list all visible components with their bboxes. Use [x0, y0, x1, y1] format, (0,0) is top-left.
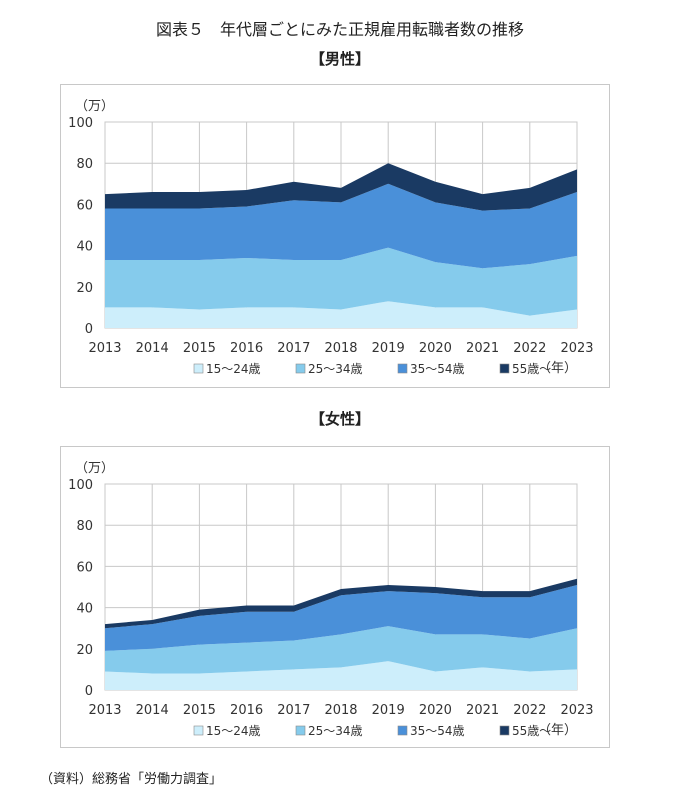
x-tick-label: 2015 [183, 703, 216, 718]
y-tick-label: 20 [76, 281, 93, 296]
y-tick-label: 40 [76, 240, 93, 255]
y-tick-label: 40 [76, 602, 93, 617]
y-tick-label: 100 [68, 116, 93, 131]
x-tick-label: 2016 [230, 703, 263, 718]
legend-swatch [397, 725, 408, 736]
legend-swatch [193, 363, 204, 374]
legend-swatch [193, 725, 204, 736]
x-tick-label: 2013 [88, 341, 121, 356]
chart-frame-male: 0 20 40 60 80 100 （万） 2013 2014 2015 2016 2017 2018 2… [60, 84, 610, 388]
legend-label: 15～24歳 [206, 362, 261, 376]
legend-swatch [295, 725, 306, 736]
x-tick-label: 2022 [513, 703, 546, 718]
legend-label: 25～34歳 [308, 362, 363, 376]
x-unit-label: （年） [538, 723, 577, 738]
x-tick-label: 2017 [277, 703, 310, 718]
legend-label: 35～54歳 [410, 724, 465, 738]
x-tick-label: 2019 [372, 703, 405, 718]
area-chart-male: 0 20 40 60 80 100 （万） 2013 2014 2015 2016 2017 2018 2… [68, 99, 593, 376]
area-series-55+ [105, 163, 577, 211]
x-tick-label: 2021 [466, 703, 499, 718]
y-tick-label: 80 [76, 519, 93, 534]
x-tick-label: 2018 [324, 341, 357, 356]
source-note: （資料）総務省「労働力調査」 [40, 772, 223, 787]
legend-label: 35～54歳 [410, 362, 465, 376]
x-tick-label: 2016 [230, 341, 263, 356]
figure-title: 図表５ 年代層ごとにみた正規雇用転職者数の推移 [155, 20, 524, 39]
y-tick-label: 20 [76, 643, 93, 658]
x-tick-label: 2015 [183, 341, 216, 356]
area-series-35~54 [105, 584, 577, 651]
x-tick-label: 2019 [372, 341, 405, 356]
y-tick-label: 100 [68, 478, 93, 493]
x-tick-label: 2018 [324, 703, 357, 718]
x-tick-label: 2020 [419, 341, 452, 356]
x-tick-label: 2023 [560, 341, 593, 356]
area-chart-female: 0 20 40 60 80 100 （万） 2013 2014 2015 2016 2017 2018 2… [68, 461, 593, 738]
area-series-35~54 [105, 183, 577, 269]
legend-swatch [499, 363, 510, 374]
area-series-55+ [105, 578, 577, 629]
y-tick-label: 0 [85, 322, 93, 337]
y-tick-label: 80 [76, 157, 93, 172]
chart-frame-female: 0 20 40 60 80 100 （万） 2013 2014 2015 2016 2017 2018 2… [60, 446, 610, 748]
y-unit-label: （万） [75, 99, 114, 114]
chart-title-male: 【男性】 [309, 50, 370, 68]
x-unit-label: （年） [538, 361, 577, 376]
x-tick-label: 2014 [136, 341, 169, 356]
legend-label: 25～34歳 [308, 724, 363, 738]
y-tick-label: 60 [76, 560, 93, 575]
x-tick-label: 2013 [88, 703, 121, 718]
x-tick-label: 2014 [136, 703, 169, 718]
x-tick-label: 2021 [466, 341, 499, 356]
legend-label: 55歳～ [512, 724, 551, 738]
legend-label: 15～24歳 [206, 724, 261, 738]
area-series-25~34 [105, 247, 577, 316]
x-tick-label: 2022 [513, 341, 546, 356]
x-tick-label: 2017 [277, 341, 310, 356]
y-tick-label: 0 [85, 684, 93, 699]
legend-swatch [295, 363, 306, 374]
legend-swatch [397, 363, 408, 374]
chart-title-female: 【女性】 [309, 410, 370, 428]
legend-swatch [499, 725, 510, 736]
y-tick-label: 60 [76, 198, 93, 213]
area-series-25~34 [105, 626, 577, 674]
x-tick-label: 2020 [419, 703, 452, 718]
legend-label: 55歳～ [512, 362, 551, 376]
area-series-15~24 [105, 661, 577, 690]
x-tick-label: 2023 [560, 703, 593, 718]
area-series-15~24 [105, 301, 577, 328]
y-unit-label: （万） [75, 461, 114, 476]
